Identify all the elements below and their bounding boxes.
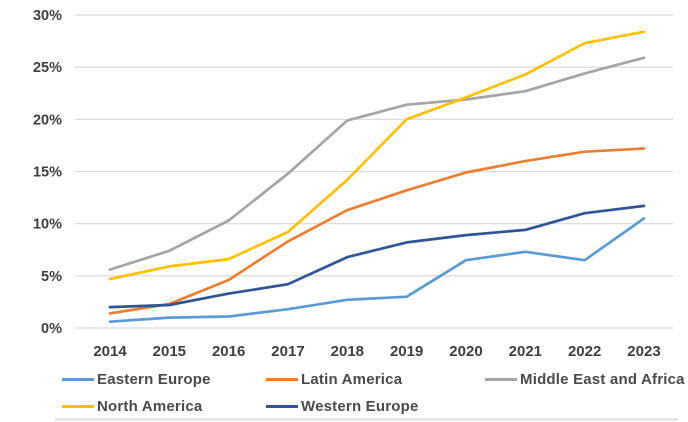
legend-line-marker [62,377,94,381]
x-axis-tick-label: 2022 [568,343,601,360]
bottom-edge-artifact [55,418,678,421]
legend-label: Latin America [301,370,403,388]
legend-label: Middle East and Africa [520,370,685,388]
legend-line-marker [62,404,94,408]
chart-legend: Eastern Europe Latin America Middle East a… [62,368,685,417]
legend-line-marker [266,404,298,408]
legend-label: Eastern Europe [97,370,211,388]
y-axis-tick-label: 10% [33,217,62,233]
series-line-north-america [108,30,646,281]
legend-item-eastern-europe: Eastern Europe [62,368,266,390]
y-axis-tick-label: 25% [33,60,62,76]
legend-item-middle-east-and-africa: Middle East and Africa [485,368,685,390]
legend-item-north-america: North America [62,395,266,417]
x-axis-tick-label: 2016 [212,343,245,360]
x-axis-tick-label: 2018 [331,343,364,360]
series-line-eastern-europe [108,217,646,324]
x-axis-tick-label: 2014 [93,343,127,360]
legend-label: Western Europe [301,397,419,415]
x-axis-tick-label: 2019 [390,343,423,360]
x-axis-tick-label: 2015 [153,343,186,360]
y-axis-tick-label: 30% [33,8,62,24]
series-line-latin-america [108,147,646,315]
y-axis-tick-label: 5% [41,269,62,285]
x-axis-tick-label: 2021 [509,343,542,360]
series-line-western-europe [108,204,646,309]
legend-line-marker [485,377,517,381]
legend-label: North America [97,397,203,415]
x-axis-tick-label: 2017 [271,343,304,360]
legend-line-marker [266,377,298,381]
x-axis-tick-label: 2023 [627,343,660,360]
legend-item-latin-america: Latin America [266,368,485,390]
x-axis-tick-label: 2020 [449,343,482,360]
y-axis-tick-label: 0% [41,321,62,337]
series-line-middle-east-and-africa [108,56,646,271]
y-axis-tick-label: 20% [33,112,62,128]
y-axis-tick-label: 15% [33,165,62,181]
legend-item-western-europe: Western Europe [266,395,485,417]
